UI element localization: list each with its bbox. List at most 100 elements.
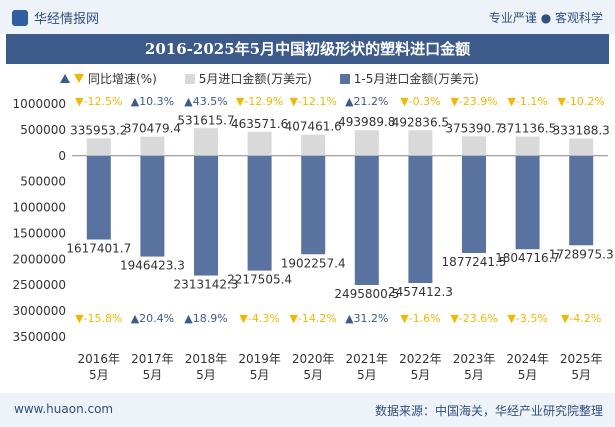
header-bar: 华经情报网 专业严谨 ● 客观科学: [0, 0, 615, 34]
may-value-label: 492836.5: [392, 115, 449, 129]
growth-ytd-label: ▼-23.6%: [450, 312, 497, 325]
may-bar: [86, 138, 111, 156]
ytd-bar: [86, 155, 111, 240]
legend-may-label: 5月进口金额(万美元): [198, 72, 312, 86]
ytd-value-label: 2217505.4: [227, 273, 292, 287]
ytd-bar: [408, 155, 433, 284]
may-value-label: 493989.8: [338, 115, 395, 129]
x-tick-label: 2021年: [346, 352, 389, 366]
x-tick-label: 2018年: [185, 352, 228, 366]
footer-site-link[interactable]: www.huaon.com: [14, 402, 114, 416]
ytd-bar: [194, 155, 218, 276]
legend-ytd-swatch: [339, 73, 350, 84]
x-tick-label: 5月: [89, 368, 109, 382]
x-tick-label: 2020年: [292, 352, 335, 366]
x-tick-label: 5月: [303, 368, 323, 382]
growth-ytd-label: ▼-4.2%: [561, 312, 601, 325]
ytd-value-label: 2313142.3: [174, 278, 239, 292]
growth-ytd-label: ▼-4.3%: [239, 312, 279, 325]
ytd-value-label: 1804716.7: [495, 251, 560, 265]
up-triangle-icon: [60, 74, 70, 83]
may-bar: [354, 130, 379, 156]
y-tick-label: 1000000: [13, 97, 66, 111]
chart-title: 2016-2025年5月中国初级形状的塑料进口金额: [144, 40, 471, 58]
y-tick-label: 500000: [20, 123, 66, 137]
ytd-bar: [354, 155, 379, 286]
brand-logo-icon: [12, 9, 28, 26]
brand[interactable]: 华经情报网: [12, 8, 99, 27]
brand-name: 华经情报网: [34, 12, 100, 27]
may-value-label: 463571.6: [231, 117, 288, 131]
y-tick-label: 0: [58, 149, 66, 163]
growth-may-label: ▼-0.3%: [400, 95, 440, 108]
may-bar: [301, 134, 326, 156]
x-tick-label: 5月: [411, 368, 431, 382]
ytd-bar: [301, 155, 326, 255]
growth-may-label: ▼-12.5%: [75, 95, 122, 108]
may-value-label: 370479.4: [124, 122, 181, 136]
growth-may-label: ▼-12.9%: [236, 95, 283, 108]
growth-ytd-label: ▲31.2%: [345, 312, 388, 325]
y-tick-label: 1000000: [13, 201, 66, 215]
y-tick-label: 2500000: [13, 278, 66, 292]
legend-growth: 同比增速(%): [60, 70, 157, 87]
ytd-bar: [247, 155, 272, 271]
growth-may-label: ▼-10.2%: [558, 95, 605, 108]
x-tick-label: 2016年: [78, 352, 121, 366]
may-bar: [247, 131, 272, 156]
x-tick-label: 5月: [357, 368, 377, 382]
title-bar: 2016-2025年5月中国初级形状的塑料进口金额: [6, 34, 609, 64]
x-tick-label: 2024年: [506, 352, 549, 366]
footer-bar: www.huaon.com 数据来源：中国海关，华经产业研究院整理: [0, 393, 615, 427]
growth-ytd-label: ▲20.4%: [131, 312, 174, 325]
growth-ytd-label: ▼-3.5%: [507, 312, 547, 325]
x-tick-label: 2022年: [399, 352, 442, 366]
may-value-label: 407461.6: [285, 120, 342, 134]
x-tick-label: 5月: [518, 368, 538, 382]
y-tick-label: 1500000: [13, 226, 66, 240]
may-bar: [462, 136, 486, 156]
x-tick-label: 2019年: [238, 352, 281, 366]
y-tick-label: 3000000: [13, 304, 66, 318]
x-tick-label: 2017年: [131, 352, 174, 366]
growth-may-label: ▼-23.9%: [450, 95, 497, 108]
x-tick-label: 5月: [571, 368, 591, 382]
ytd-value-label: 1617401.7: [66, 242, 131, 256]
y-tick-label: 2000000: [13, 252, 66, 266]
ytd-value-label: 2457412.3: [388, 285, 453, 299]
legend-may: 5月进口金额(万美元): [184, 70, 312, 87]
footer-source: 数据来源：中国海关，华经产业研究院整理: [374, 404, 603, 418]
may-value-label: 335953.2: [70, 123, 127, 137]
x-tick-label: 5月: [464, 368, 484, 382]
tagline: 专业严谨 ● 客观科学: [488, 11, 603, 25]
legend-may-swatch: [184, 73, 195, 84]
x-tick-label: 5月: [250, 368, 270, 382]
ytd-bar: [140, 155, 165, 257]
growth-ytd-label: ▲18.9%: [184, 312, 227, 325]
legend: 同比增速(%) 5月进口金额(万美元) 1-5月进口金额(万美元): [60, 70, 479, 87]
ytd-value-label: 1877241.5: [442, 255, 507, 269]
growth-may-label: ▼-1.1%: [507, 95, 547, 108]
growth-may-label: ▲21.2%: [345, 95, 388, 108]
may-value-label: 333188.3: [553, 124, 610, 138]
y-tick-label: 500000: [20, 175, 66, 189]
growth-may-label: ▲43.5%: [184, 95, 227, 108]
may-bar: [408, 130, 433, 156]
x-tick-label: 2025年: [560, 352, 603, 366]
growth-ytd-label: ▼-15.8%: [75, 312, 122, 325]
ytd-bar: [515, 155, 540, 250]
legend-ytd: 1-5月进口金额(万美元): [339, 70, 479, 87]
may-value-label: 375390.7: [445, 121, 502, 135]
down-triangle-icon: [74, 74, 84, 83]
may-value-label: 531615.7: [177, 113, 234, 127]
growth-may-label: ▲10.3%: [131, 95, 174, 108]
may-bar: [140, 136, 165, 156]
ytd-value-label: 1946423.3: [120, 259, 185, 273]
ytd-bar: [462, 155, 486, 253]
x-tick-label: 5月: [196, 368, 216, 382]
may-bar: [194, 128, 218, 156]
x-tick-label: 5月: [143, 368, 163, 382]
may-bar: [569, 138, 594, 156]
chart-area: 1000000 500000 0 500000 1000000 1500000 200000…: [13, 95, 614, 382]
ytd-value-label: 1728975.3: [549, 247, 614, 261]
